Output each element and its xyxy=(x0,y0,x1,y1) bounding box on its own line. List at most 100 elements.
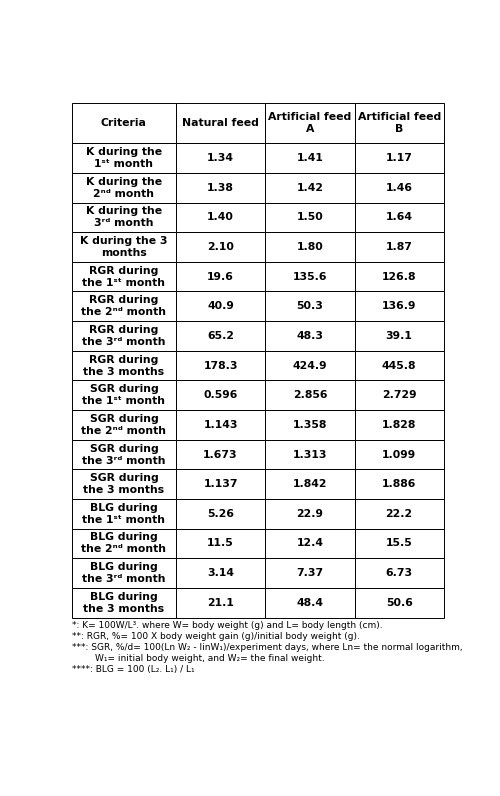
Bar xyxy=(354,470,444,499)
Bar xyxy=(265,499,354,529)
Text: 1.34: 1.34 xyxy=(207,153,234,163)
Text: 48.4: 48.4 xyxy=(296,598,324,608)
Bar xyxy=(72,291,176,321)
Bar xyxy=(176,499,265,529)
Text: Artificial feed
B: Artificial feed B xyxy=(358,112,441,135)
Bar xyxy=(354,232,444,262)
Bar xyxy=(176,143,265,173)
Text: 1.842: 1.842 xyxy=(292,479,327,490)
Text: 12.4: 12.4 xyxy=(296,538,324,548)
Text: 50.3: 50.3 xyxy=(296,302,324,311)
Bar xyxy=(354,410,444,439)
Bar xyxy=(72,439,176,470)
Bar xyxy=(72,103,176,143)
Text: 1.64: 1.64 xyxy=(386,213,412,222)
Text: 1.137: 1.137 xyxy=(204,479,238,490)
Text: 178.3: 178.3 xyxy=(204,361,238,371)
Bar xyxy=(72,143,176,173)
Text: ***: SGR, %/d= 100(Ln W₂ - linW₁)/experiment days, where Ln= the normal logarith: ***: SGR, %/d= 100(Ln W₂ - linW₁)/experi… xyxy=(72,643,462,652)
Text: RGR during
the 1ˢᵗ month: RGR during the 1ˢᵗ month xyxy=(82,266,166,287)
Text: SGR during
the 3ʳᵈ month: SGR during the 3ʳᵈ month xyxy=(82,443,166,466)
Text: 1.886: 1.886 xyxy=(382,479,416,490)
Bar xyxy=(265,291,354,321)
Text: 1.41: 1.41 xyxy=(296,153,324,163)
Text: 1.828: 1.828 xyxy=(382,419,416,430)
Text: 48.3: 48.3 xyxy=(296,331,324,341)
Text: K during the
3ʳᵈ month: K during the 3ʳᵈ month xyxy=(86,206,162,228)
Bar xyxy=(72,232,176,262)
Bar xyxy=(176,351,265,380)
Bar xyxy=(265,351,354,380)
Text: W₁= initial body weight, and W₂= the final weight.: W₁= initial body weight, and W₂= the fin… xyxy=(72,654,324,663)
Bar xyxy=(354,173,444,202)
Bar xyxy=(72,588,176,618)
Text: 1.17: 1.17 xyxy=(386,153,412,163)
Bar xyxy=(354,529,444,558)
Text: BLG during
the 2ⁿᵈ month: BLG during the 2ⁿᵈ month xyxy=(82,533,166,555)
Text: **: RGR, %= 100 X body weight gain (g)/initial body weight (g).: **: RGR, %= 100 X body weight gain (g)/i… xyxy=(72,632,360,641)
Text: 65.2: 65.2 xyxy=(207,331,234,341)
Text: 11.5: 11.5 xyxy=(207,538,234,548)
Text: 1.80: 1.80 xyxy=(296,242,324,252)
Bar xyxy=(265,558,354,588)
Bar xyxy=(176,103,265,143)
Bar xyxy=(176,291,265,321)
Bar xyxy=(265,232,354,262)
Bar xyxy=(265,470,354,499)
Bar xyxy=(176,410,265,439)
Text: 2.856: 2.856 xyxy=(292,390,327,400)
Bar xyxy=(265,529,354,558)
Bar xyxy=(72,380,176,410)
Text: Natural feed: Natural feed xyxy=(182,119,259,128)
Text: 2.729: 2.729 xyxy=(382,390,416,400)
Bar xyxy=(176,439,265,470)
Bar xyxy=(354,439,444,470)
Text: 19.6: 19.6 xyxy=(207,271,234,282)
Text: 15.5: 15.5 xyxy=(386,538,412,548)
Bar xyxy=(176,380,265,410)
Text: BLG during
the 1ˢᵗ month: BLG during the 1ˢᵗ month xyxy=(82,503,166,525)
Text: 135.6: 135.6 xyxy=(292,271,327,282)
Bar xyxy=(72,351,176,380)
Text: SGR during
the 3 months: SGR during the 3 months xyxy=(84,473,164,495)
Text: 22.9: 22.9 xyxy=(296,509,324,519)
Text: ****: BLG = 100 (L₂. L₁) / L₁: ****: BLG = 100 (L₂. L₁) / L₁ xyxy=(72,665,194,674)
Text: 1.87: 1.87 xyxy=(386,242,412,252)
Text: 50.6: 50.6 xyxy=(386,598,412,608)
Bar xyxy=(354,262,444,291)
Bar xyxy=(265,439,354,470)
Text: RGR during
the 2ⁿᵈ month: RGR during the 2ⁿᵈ month xyxy=(82,295,166,318)
Text: RGR during
the 3ʳᵈ month: RGR during the 3ʳᵈ month xyxy=(82,325,166,347)
Bar xyxy=(354,351,444,380)
Text: 1.38: 1.38 xyxy=(207,183,234,193)
Bar xyxy=(72,202,176,232)
Text: 136.9: 136.9 xyxy=(382,302,416,311)
Bar xyxy=(354,202,444,232)
Bar xyxy=(176,470,265,499)
Bar xyxy=(72,558,176,588)
Text: 0.596: 0.596 xyxy=(204,390,238,400)
Bar xyxy=(176,173,265,202)
Bar xyxy=(354,103,444,143)
Text: 1.50: 1.50 xyxy=(296,213,324,222)
Bar xyxy=(354,499,444,529)
Bar xyxy=(72,470,176,499)
Text: 445.8: 445.8 xyxy=(382,361,416,371)
Bar xyxy=(72,529,176,558)
Text: Artificial feed
A: Artificial feed A xyxy=(268,112,351,135)
Bar xyxy=(176,529,265,558)
Text: 1.46: 1.46 xyxy=(386,183,412,193)
Text: 126.8: 126.8 xyxy=(382,271,416,282)
Text: 6.73: 6.73 xyxy=(386,568,412,578)
Bar xyxy=(265,173,354,202)
Bar xyxy=(354,143,444,173)
Text: 7.37: 7.37 xyxy=(296,568,324,578)
Text: 1.313: 1.313 xyxy=(292,450,327,459)
Text: 40.9: 40.9 xyxy=(207,302,234,311)
Text: 2.10: 2.10 xyxy=(207,242,234,252)
Text: SGR during
the 1ˢᵗ month: SGR during the 1ˢᵗ month xyxy=(82,384,166,406)
Bar xyxy=(265,321,354,351)
Text: SGR during
the 2ⁿᵈ month: SGR during the 2ⁿᵈ month xyxy=(82,414,166,436)
Bar xyxy=(265,103,354,143)
Text: 22.2: 22.2 xyxy=(386,509,412,519)
